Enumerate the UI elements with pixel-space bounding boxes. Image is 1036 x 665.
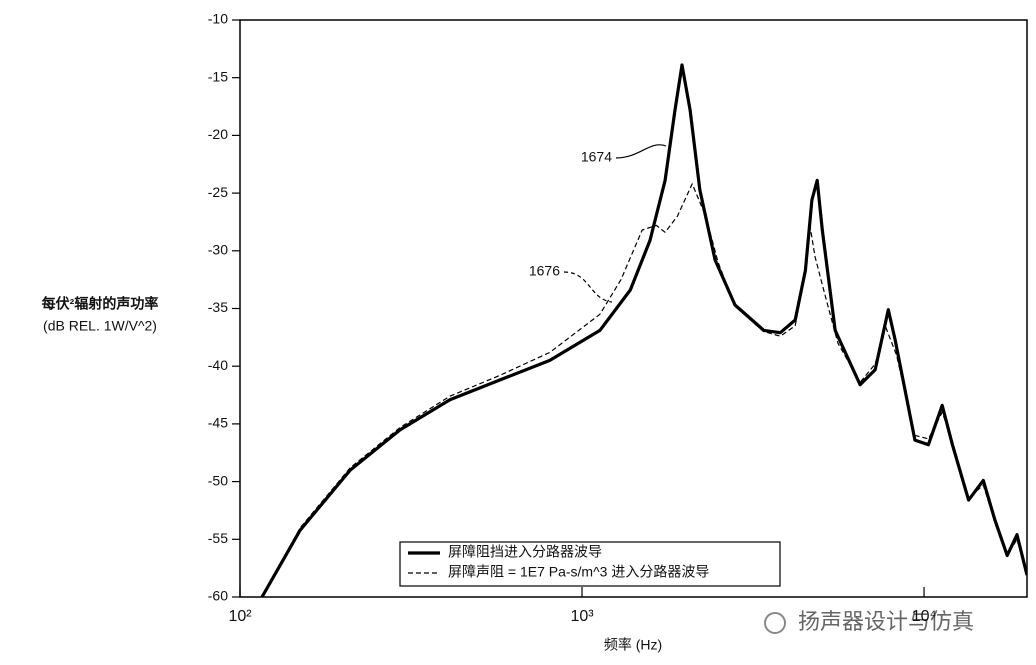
x-axis-label: 频率 (Hz)	[604, 637, 662, 653]
y-axis-label: (dB REL. 1W/V^2)	[43, 318, 157, 334]
y-tick-label: -35	[208, 299, 228, 315]
series-line	[260, 63, 1027, 597]
annotation: 1676	[529, 263, 560, 279]
series-line	[261, 183, 1027, 597]
y-tick-label: -60	[208, 588, 228, 604]
y-axis-label: 每伏²辐射的声功率	[42, 296, 159, 312]
x-tick-label: 10³	[570, 608, 594, 625]
leader-line	[615, 144, 667, 159]
y-tick-label: -50	[208, 472, 228, 488]
y-tick-label: -55	[208, 530, 228, 546]
watermark-icon	[764, 612, 786, 634]
y-tick-label: -25	[208, 184, 228, 200]
legend	[399, 541, 781, 587]
y-tick-label: -20	[208, 126, 228, 142]
legend-label: 屏障声阻 = 1E7 Pa-s/m^3 进入分路器波导	[448, 564, 709, 580]
y-tick-label: -10	[208, 11, 228, 27]
y-tick-label: -30	[208, 242, 228, 258]
watermark: 扬声器设计与仿真	[764, 609, 974, 634]
annotation: 1674	[581, 149, 612, 165]
y-tick-label: -40	[208, 357, 228, 373]
x-tick-label: 10²	[228, 608, 252, 625]
x-tick-label: 10⁴	[912, 608, 937, 625]
legend-label: 屏障阻挡进入分路器波导	[448, 544, 602, 560]
y-tick-label: -45	[208, 415, 228, 431]
watermark-text: 扬声器设计与仿真	[798, 609, 974, 634]
y-tick-label: -15	[208, 68, 228, 84]
leader-line	[563, 271, 613, 303]
plot-frame	[239, 19, 1028, 598]
